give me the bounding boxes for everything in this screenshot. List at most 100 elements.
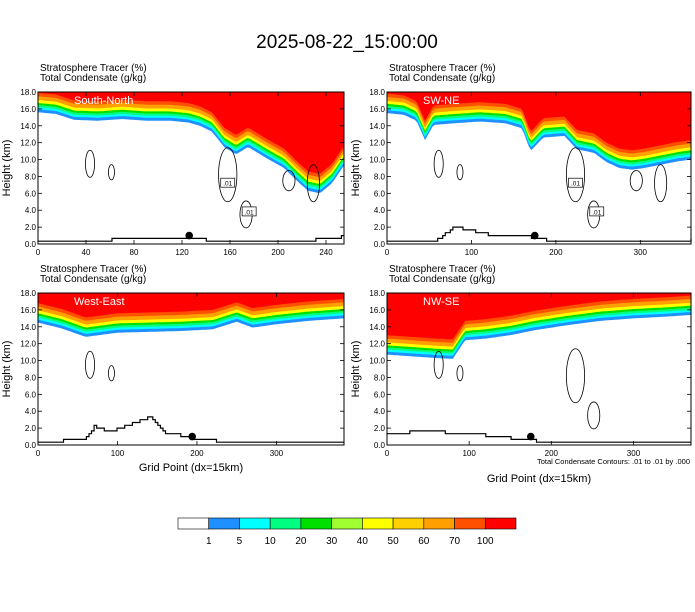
tracer-core bbox=[387, 293, 691, 340]
condensate-contour bbox=[433, 149, 444, 178]
colorbar-swatch bbox=[208, 517, 240, 530]
condensate-contour bbox=[85, 350, 96, 379]
colorbar-swatch bbox=[362, 517, 394, 530]
condensate-contour bbox=[433, 350, 444, 379]
y-axis-label: Height (km) bbox=[1, 140, 13, 197]
y-tick-label: 0.0 bbox=[25, 240, 37, 249]
x-axis-label: Grid Point (dx=15km) bbox=[487, 473, 591, 485]
contour-label-box bbox=[568, 177, 583, 188]
colorbar-label: 20 bbox=[295, 536, 307, 547]
y-tick-label: 4.0 bbox=[374, 407, 386, 416]
contour-label: .01 bbox=[592, 209, 601, 216]
y-tick-label: 14.0 bbox=[369, 323, 385, 332]
y-tick-label: 10.0 bbox=[20, 156, 36, 165]
panel-west-east: Stratosphere Tracer (%)Total Condensate … bbox=[1, 264, 345, 474]
contour-footnote: Total Condensate Contours: .01 to .01 by… bbox=[537, 457, 690, 466]
panel-header-tracer: Stratosphere Tracer (%) bbox=[389, 264, 496, 275]
y-tick-label: 10.0 bbox=[369, 357, 385, 366]
colorbar-swatch bbox=[331, 517, 363, 530]
y-tick-label: 18.0 bbox=[369, 88, 385, 97]
plot-frame bbox=[386, 91, 692, 245]
y-tick-label: 2.0 bbox=[25, 223, 37, 232]
panel-nw-se: Stratosphere Tracer (%)Total Condensate … bbox=[350, 264, 692, 485]
x-tick-label: 100 bbox=[111, 449, 125, 458]
x-tick-label: 240 bbox=[319, 248, 333, 257]
panel-header-condensate: Total Condensate (g/kg) bbox=[389, 73, 495, 84]
colorbar: 1 5 10 20 30 40 50 60 70 100 bbox=[177, 517, 517, 547]
tracer-core bbox=[387, 92, 691, 151]
y-tick-label: 6.0 bbox=[25, 189, 37, 198]
y-tick-label: 2.0 bbox=[374, 424, 386, 433]
y-tick-label: 14.0 bbox=[369, 122, 385, 131]
y-tick-label: 16.0 bbox=[20, 105, 36, 114]
y-tick-label: 14.0 bbox=[20, 323, 36, 332]
contour-label-box bbox=[220, 177, 236, 188]
y-tick-label: 10.0 bbox=[20, 357, 36, 366]
colorbar-swatch bbox=[392, 517, 425, 530]
panel-sw-ne: Stratosphere Tracer (%)Total Condensate … bbox=[350, 63, 692, 257]
y-tick-label: 4.0 bbox=[374, 206, 386, 215]
y-tick-label: 10.0 bbox=[369, 156, 385, 165]
y-tick-label: 18.0 bbox=[20, 289, 36, 298]
condensate-contour bbox=[85, 149, 96, 178]
y-axis-label: Height (km) bbox=[350, 140, 362, 197]
panel-header-condensate: Total Condensate (g/kg) bbox=[40, 73, 146, 84]
x-tick-label: 200 bbox=[190, 449, 204, 458]
tracer-fill bbox=[387, 293, 691, 359]
panel-label: West-East bbox=[74, 296, 125, 308]
x-tick-label: 40 bbox=[82, 248, 91, 257]
colorbar-label: 100 bbox=[477, 536, 494, 547]
panel-label: SW-NE bbox=[423, 95, 459, 107]
colorbar-swatch bbox=[423, 517, 455, 530]
y-tick-label: 12.0 bbox=[369, 139, 385, 148]
panel-header-condensate: Total Condensate (g/kg) bbox=[40, 274, 146, 285]
location-marker bbox=[185, 231, 193, 240]
condensate-contour bbox=[565, 348, 585, 404]
panel-south-north: Stratosphere Tracer (%)Total Condensate … bbox=[1, 63, 345, 257]
colorbar-swatch bbox=[484, 517, 517, 530]
x-tick-label: 100 bbox=[462, 449, 476, 458]
contour-label: .01 bbox=[245, 209, 254, 216]
colorbar-label: 30 bbox=[326, 536, 338, 547]
y-tick-label: 6.0 bbox=[374, 189, 386, 198]
colorbar-label: 70 bbox=[449, 536, 461, 547]
y-tick-label: 0.0 bbox=[25, 441, 37, 450]
y-tick-label: 14.0 bbox=[20, 122, 36, 131]
condensate-contour bbox=[456, 164, 464, 181]
x-tick-label: 0 bbox=[36, 449, 41, 458]
colorbar-label: 1 bbox=[206, 536, 212, 547]
colorbar-label: 50 bbox=[388, 536, 400, 547]
panel-header-condensate: Total Condensate (g/kg) bbox=[389, 274, 495, 285]
y-tick-label: 6.0 bbox=[25, 390, 37, 399]
y-tick-label: 16.0 bbox=[369, 105, 385, 114]
panel-header-tracer: Stratosphere Tracer (%) bbox=[40, 63, 147, 74]
condensate-contour bbox=[456, 365, 464, 382]
y-tick-label: 12.0 bbox=[20, 340, 36, 349]
y-tick-label: 8.0 bbox=[25, 172, 37, 181]
tracer-core bbox=[38, 92, 344, 174]
y-tick-label: 12.0 bbox=[369, 340, 385, 349]
x-tick-label: 80 bbox=[130, 248, 139, 257]
colorbar-swatch bbox=[300, 517, 332, 530]
y-tick-label: 4.0 bbox=[25, 407, 37, 416]
y-axis-label: Height (km) bbox=[350, 341, 362, 398]
y-tick-label: 8.0 bbox=[374, 172, 386, 181]
x-tick-label: 300 bbox=[270, 449, 284, 458]
y-tick-label: 2.0 bbox=[374, 223, 386, 232]
contour-label: .01 bbox=[223, 181, 232, 188]
y-tick-label: 4.0 bbox=[25, 206, 37, 215]
contour-label: .01 bbox=[571, 181, 580, 188]
colorbar-label: 5 bbox=[237, 536, 243, 547]
condensate-contour bbox=[565, 147, 585, 203]
colorbar-label: 40 bbox=[357, 536, 369, 547]
location-marker bbox=[526, 432, 535, 441]
condensate-contour bbox=[306, 164, 320, 203]
figure-title: 2025-08-22_15:00:00 bbox=[256, 32, 438, 53]
y-axis-label: Height (km) bbox=[1, 341, 13, 398]
condensate-contour bbox=[587, 401, 601, 430]
location-marker bbox=[530, 231, 539, 240]
panel-label: NW-SE bbox=[423, 296, 459, 308]
y-tick-label: 0.0 bbox=[374, 240, 386, 249]
x-tick-label: 200 bbox=[545, 449, 559, 458]
